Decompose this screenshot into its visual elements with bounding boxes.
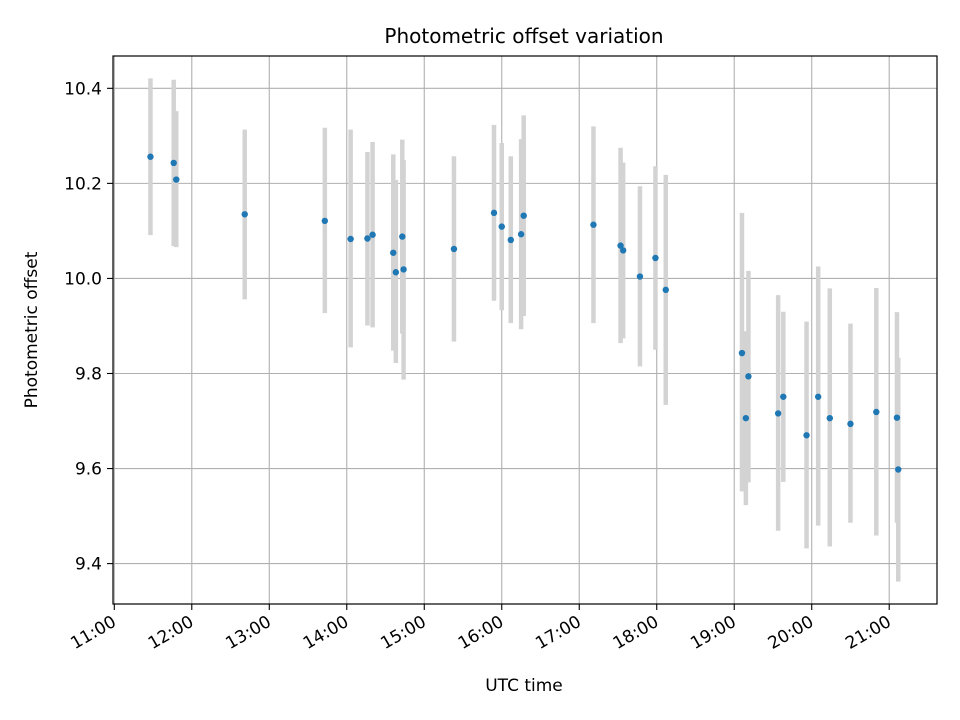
data-point (619, 247, 627, 254)
data-point (347, 235, 354, 243)
y-axis-ticks: 9.4 9.6 9.8 10.0 10.2 10.4 (64, 79, 113, 575)
data-point (364, 235, 371, 242)
data-point (847, 420, 854, 428)
data-point (390, 249, 397, 256)
data-point (636, 273, 644, 280)
chart-title: Photometric offset variation (384, 24, 663, 48)
x-tick-label: 14:00 (300, 612, 352, 654)
data-point (738, 349, 746, 357)
x-tick-label: 19:00 (687, 612, 739, 654)
data-points (147, 153, 902, 473)
x-tick-label: 17:00 (532, 612, 584, 654)
x-tick-label: 15:00 (377, 612, 429, 654)
x-tick-label: 16:00 (455, 612, 507, 654)
x-axis-ticks: 11:00 12:00 13:00 14:00 15:00 16:00 17:00 18:00… (67, 604, 895, 654)
error-bars (148, 78, 901, 582)
data-point (147, 153, 154, 160)
data-point (893, 414, 901, 421)
y-axis-label: Photometric offset (22, 251, 42, 408)
x-tick-label: 13:00 (222, 612, 274, 654)
data-point (520, 212, 527, 219)
data-point (814, 393, 822, 400)
x-tick-label: 20:00 (765, 612, 817, 654)
x-tick-label: 11:00 (67, 612, 119, 654)
data-point (507, 236, 514, 244)
data-point (321, 217, 329, 225)
data-point (652, 254, 659, 262)
data-point (826, 414, 834, 422)
data-point (803, 432, 810, 439)
data-point (774, 410, 782, 417)
y-tick-label: 10.2 (64, 174, 102, 194)
x-tick-label: 12:00 (145, 612, 197, 654)
data-point (745, 373, 752, 380)
data-point (490, 209, 498, 217)
data-point (392, 269, 400, 276)
data-point (662, 286, 669, 294)
data-point (873, 408, 880, 416)
data-point (399, 233, 406, 240)
data-point (450, 245, 458, 253)
data-point (241, 211, 248, 218)
data-point (369, 231, 376, 238)
data-point (617, 242, 624, 249)
data-point (170, 159, 177, 167)
y-tick-label: 9.4 (75, 555, 102, 575)
data-point (498, 223, 505, 230)
data-point (400, 266, 407, 273)
y-tick-label: 10.4 (64, 79, 102, 99)
data-point (173, 176, 180, 183)
data-point (517, 231, 525, 238)
data-point (895, 466, 902, 473)
y-tick-label: 10.0 (64, 269, 102, 289)
data-point (590, 221, 597, 228)
x-axis-label: UTC time (485, 676, 563, 696)
x-tick-label: 21:00 (842, 612, 894, 654)
data-point (780, 393, 787, 400)
y-tick-label: 9.6 (75, 460, 102, 480)
y-tick-label: 9.8 (75, 364, 102, 384)
x-tick-label: 18:00 (610, 612, 662, 654)
plot-frame (112, 55, 938, 605)
data-point (742, 414, 750, 422)
